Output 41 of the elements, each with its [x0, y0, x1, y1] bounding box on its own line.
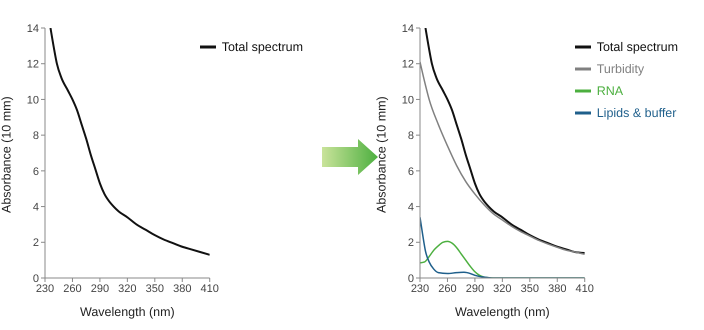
y-axis-title: Absorbance (10 mm) [374, 96, 388, 213]
y-tick-label: 12 [26, 58, 39, 71]
x-tick-label: 320 [493, 282, 512, 295]
y-tick-label: 4 [408, 201, 414, 214]
legend-label: RNA [596, 84, 624, 98]
y-tick-label: 14 [402, 22, 414, 35]
y-tick-label: 10 [26, 94, 39, 106]
x-tick-label: 290 [90, 282, 110, 295]
x-tick-label: 290 [466, 282, 484, 295]
x-tick-label: 380 [173, 282, 192, 295]
y-tick-label: 8 [408, 130, 414, 142]
y-tick-label: 6 [32, 166, 39, 178]
x-tick-label: 410 [576, 282, 594, 295]
x-tick-label: 320 [118, 282, 137, 295]
y-tick-label: 8 [32, 130, 39, 142]
y-tick-label: 12 [402, 58, 414, 71]
line-series [424, 28, 585, 254]
x-tick-label: 380 [548, 282, 566, 295]
y-tick-label: 6 [408, 166, 414, 178]
x-tick-label: 260 [63, 282, 82, 295]
legend-label: Total spectrum [222, 40, 303, 54]
x-tick-label: 260 [438, 282, 457, 295]
line-series [49, 28, 210, 256]
legend-label: Turbidity [596, 62, 644, 76]
x-axis-title: Wavelength (nm) [80, 305, 175, 319]
x-axis-title: Wavelength (nm) [455, 305, 550, 319]
y-tick-label: 14 [26, 22, 39, 35]
y-axis-title: Absorbance (10 mm) [0, 96, 14, 213]
y-tick-label: 4 [32, 201, 39, 214]
y-tick-label: 10 [402, 94, 414, 106]
y-tick-label: 2 [32, 237, 39, 250]
x-tick-label: 350 [146, 282, 164, 295]
x-tick-label: 230 [36, 282, 54, 295]
y-tick-label: 2 [408, 237, 414, 250]
y-tick-label: 0 [408, 272, 414, 285]
x-tick-label: 410 [200, 282, 219, 295]
y-tick-label: 0 [32, 272, 39, 285]
x-tick-label: 350 [520, 282, 539, 295]
legend-label: Total spectrum [596, 40, 678, 54]
legend-label: Lipids & buffer [596, 106, 676, 120]
x-tick-label: 230 [410, 282, 430, 295]
